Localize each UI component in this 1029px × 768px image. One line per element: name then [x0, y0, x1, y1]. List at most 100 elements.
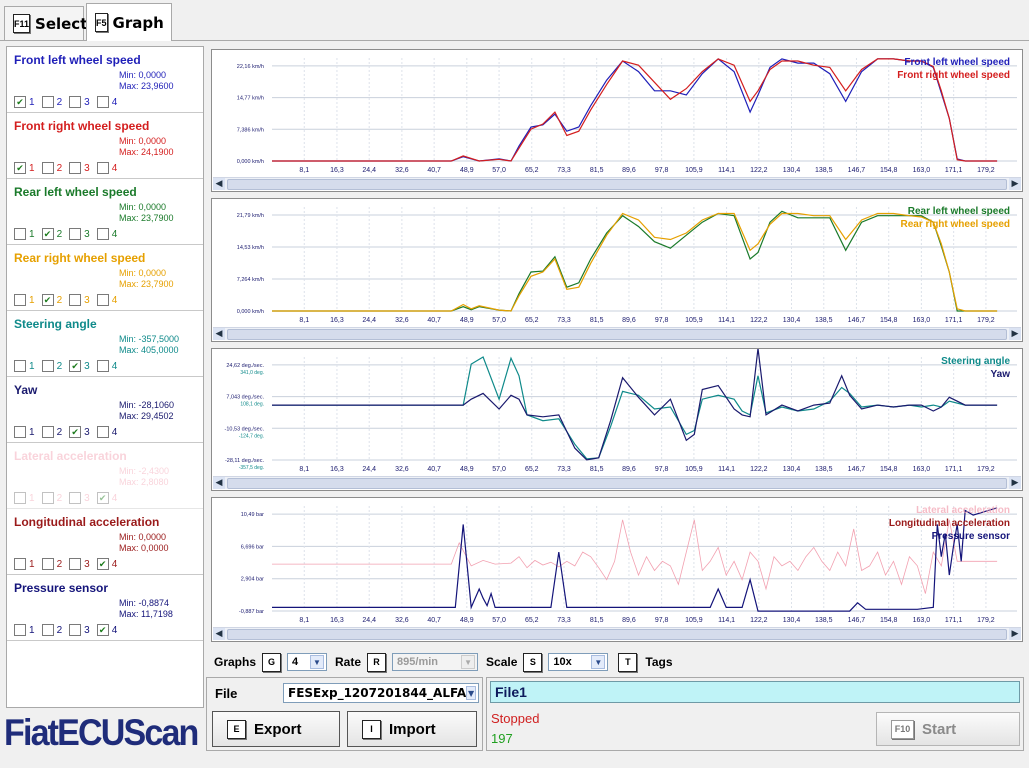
graph-checkbox[interactable]: ✔ 3	[69, 426, 90, 438]
series-line	[272, 58, 998, 162]
graph-checkbox[interactable]: 3	[69, 228, 90, 240]
graph-checkbox[interactable]: 3	[69, 492, 90, 504]
horizontal-scrollbar[interactable]: ◀ ▶	[213, 476, 1021, 489]
graph-checkbox[interactable]: 1	[14, 294, 35, 306]
graph-checkbox[interactable]: 2	[41, 96, 62, 108]
signal-row[interactable]: Front left wheel speed Min: 0,0000 Max: 23…	[7, 47, 203, 113]
graph-checkbox[interactable]: ✔ 4	[96, 624, 117, 636]
checkmark-icon: ✔	[41, 294, 54, 306]
graphs-dropdown[interactable]: 4 ▼	[287, 653, 328, 671]
tab-graph[interactable]: F5 Graph	[86, 3, 172, 41]
graph-checkbox[interactable]: 3	[69, 558, 90, 570]
graph-checkbox[interactable]: 2	[41, 492, 62, 504]
graph-checkbox[interactable]: 1	[14, 360, 35, 372]
checkbox-label: 1	[29, 228, 35, 240]
f10-key-icon: F10	[891, 719, 914, 739]
t-key-icon[interactable]: T	[618, 652, 638, 672]
scroll-thumb[interactable]	[227, 329, 1007, 340]
horizontal-scrollbar[interactable]: ◀ ▶	[213, 327, 1021, 340]
scroll-right-icon[interactable]: ▶	[1009, 628, 1021, 640]
graph-checkbox[interactable]: ✔ 3	[69, 360, 90, 372]
series-line	[272, 349, 998, 461]
horizontal-scrollbar[interactable]: ◀ ▶	[213, 177, 1021, 190]
graph-checkbox[interactable]: ✔ 4	[96, 492, 117, 504]
scroll-left-icon[interactable]: ◀	[213, 328, 225, 340]
graph-checkbox[interactable]: 3	[69, 162, 90, 174]
graphs-control: Graphs G 4 ▼ Rate R 895/min ▼ Scale S 10…	[214, 651, 673, 673]
s-key-icon[interactable]: S	[523, 652, 543, 672]
scroll-left-icon[interactable]: ◀	[213, 628, 225, 640]
graph-checkbox[interactable]: 4	[96, 426, 117, 438]
x-tick-label: 32,6	[395, 167, 409, 174]
graph-checkbox[interactable]: 3	[69, 294, 90, 306]
import-label: Import	[389, 720, 436, 738]
horizontal-scrollbar[interactable]: ◀ ▶	[213, 627, 1021, 640]
signal-row[interactable]: Steering angle Min: -357,5000 Max: 405,000…	[7, 311, 203, 377]
start-button[interactable]: F10 Start	[876, 712, 1020, 746]
graph-checkbox[interactable]: ✔ 1	[14, 96, 35, 108]
signal-row[interactable]: Lateral acceleration Min: -2,4300 Max: 2,8…	[7, 443, 203, 509]
scroll-right-icon[interactable]: ▶	[1009, 178, 1021, 190]
graph-checkbox[interactable]: 2	[41, 162, 62, 174]
signal-row[interactable]: Pressure sensor Min: -0,8874 Max: 11,7198 1…	[7, 575, 203, 641]
x-tick-label: 154,8	[880, 317, 898, 324]
legend-entry: Pressure sensor	[931, 531, 1010, 542]
graph-checkbox[interactable]: 2	[41, 558, 62, 570]
rate-dropdown[interactable]: 895/min ▼	[392, 653, 479, 671]
graph-checkbox[interactable]: 3	[69, 624, 90, 636]
graph-checkbox[interactable]: 2	[41, 360, 62, 372]
graph-checkbox[interactable]: 4	[96, 162, 118, 174]
scroll-left-icon[interactable]: ◀	[213, 178, 225, 190]
checkbox-icon	[14, 360, 26, 372]
checkbox-icon	[69, 96, 82, 108]
tab-select[interactable]: F11 Select	[4, 6, 87, 40]
graph-checkbox[interactable]: 1	[14, 624, 35, 636]
signal-max: Max: 2,8080	[119, 477, 169, 487]
scroll-thumb[interactable]	[227, 478, 1007, 489]
graph-checkbox[interactable]: ✔ 2	[41, 228, 62, 240]
scroll-right-icon[interactable]: ▶	[1009, 328, 1021, 340]
graph-checkbox[interactable]: ✔ 1	[14, 162, 35, 174]
x-tick-label: 81,5	[590, 317, 604, 324]
signal-name: Steering angle	[14, 317, 97, 331]
signal-row[interactable]: Rear right wheel speed Min: 0,0000 Max: 23…	[7, 245, 203, 311]
signal-row[interactable]: Front right wheel speed Min: 0,0000 Max: 2…	[7, 113, 203, 179]
graph-checkbox[interactable]: 2	[41, 426, 62, 438]
r-key-icon[interactable]: R	[367, 652, 387, 672]
graph-checkbox[interactable]: 4	[96, 228, 117, 240]
file-dropdown[interactable]: FESExp_1207201844_ALFA ▼	[283, 683, 479, 703]
graph-assign-checkboxes: ✔ 1 2 3 4	[14, 96, 117, 108]
x-tick-label: 16,3	[330, 167, 344, 174]
signal-max: Max: 23,9600	[119, 81, 174, 91]
graph-checkbox[interactable]: ✔ 4	[96, 558, 117, 570]
checkbox-label: 4	[111, 162, 118, 174]
graph-checkbox[interactable]: 1	[14, 492, 35, 504]
import-button[interactable]: I Import	[347, 711, 477, 747]
x-tick-label: 154,8	[880, 617, 898, 624]
export-button[interactable]: E Export	[212, 711, 340, 747]
graph-checkbox[interactable]: 4	[96, 294, 117, 306]
signal-row[interactable]: Longitudinal acceleration Min: 0,0000 Max:…	[7, 509, 203, 575]
checkbox-label: 3	[84, 624, 90, 636]
signal-row[interactable]: Yaw Min: -28,1060 Max: 29,4502 1 2 ✔ 3 4	[7, 377, 203, 443]
signal-row[interactable]: Rear left wheel speed Min: 0,0000 Max: 23,…	[7, 179, 203, 245]
graph-checkbox[interactable]: 1	[14, 558, 35, 570]
graph-checkbox[interactable]: 4	[96, 360, 117, 372]
graph-checkbox[interactable]: 3	[69, 96, 90, 108]
chevron-down-icon: ▼	[310, 655, 325, 669]
graph-checkbox[interactable]: 2	[41, 624, 62, 636]
graph-checkbox[interactable]: 1	[14, 228, 35, 240]
scroll-right-icon[interactable]: ▶	[1009, 477, 1021, 489]
scale-dropdown[interactable]: 10x ▼	[548, 653, 609, 671]
graph-checkbox[interactable]: 1	[14, 426, 35, 438]
scroll-thumb[interactable]	[227, 629, 1007, 640]
checkbox-label: 3	[84, 492, 90, 504]
x-tick-label: 32,6	[395, 317, 409, 324]
scroll-thumb[interactable]	[227, 179, 1007, 190]
scroll-left-icon[interactable]: ◀	[213, 477, 225, 489]
e-key-icon: E	[227, 719, 246, 739]
graph-checkbox[interactable]: ✔ 2	[41, 294, 62, 306]
graph-checkbox[interactable]: 4	[96, 96, 117, 108]
signal-name: Pressure sensor	[14, 581, 109, 595]
g-key-icon[interactable]: G	[262, 652, 282, 672]
